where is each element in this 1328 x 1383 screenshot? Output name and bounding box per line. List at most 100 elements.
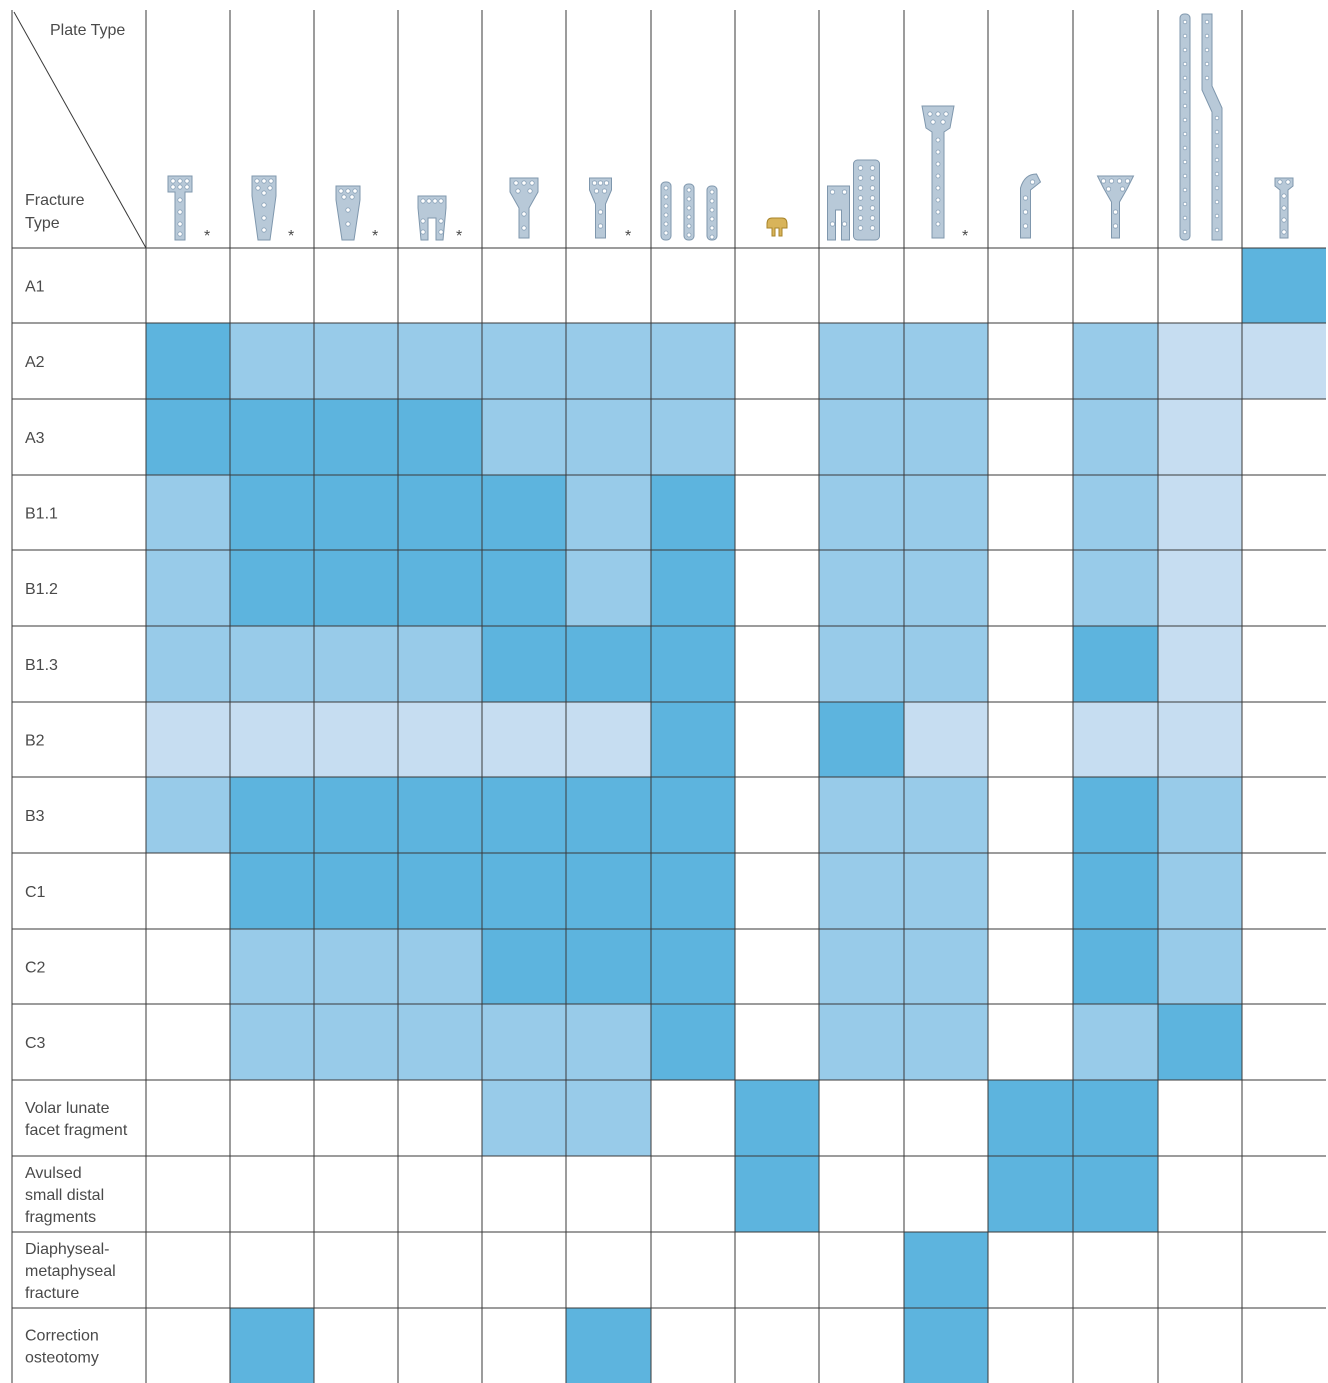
heatmap-cell <box>651 626 735 702</box>
heatmap-cell <box>651 399 735 475</box>
heatmap-cell <box>651 777 735 853</box>
asterisk-mark: * <box>288 228 294 245</box>
heatmap-cell <box>904 777 988 853</box>
heatmap-cell <box>566 702 651 777</box>
heatmap-cell <box>1073 702 1158 777</box>
heatmap-cell <box>988 1080 1073 1156</box>
heatmap-cell <box>1158 777 1242 853</box>
heatmap-cell <box>651 929 735 1004</box>
row-label: fragments <box>25 1209 96 1226</box>
heatmap-cell <box>819 475 904 550</box>
heatmap-cell <box>398 323 482 399</box>
row-label: B2 <box>25 733 45 750</box>
heatmap-cell <box>819 550 904 626</box>
heatmap-cell <box>314 853 398 929</box>
heatmap-cell <box>651 853 735 929</box>
heatmap-cell <box>314 1004 398 1080</box>
heatmap-cell <box>566 550 651 626</box>
t-plate-wide-short-icon <box>335 185 361 241</box>
heatmap-cell <box>314 777 398 853</box>
heatmap-cell <box>230 1308 314 1383</box>
heatmap-cell <box>146 550 230 626</box>
heatmap-cell <box>146 777 230 853</box>
heatmap-cell <box>566 323 651 399</box>
fan-y-plate-icon <box>1096 175 1135 239</box>
heatmap-cell <box>819 702 904 777</box>
plate-icons: * * * * * * <box>167 13 1294 245</box>
heatmap-cell <box>1158 853 1242 929</box>
long-t-plate-icon <box>921 105 955 239</box>
heatmap-cell <box>398 929 482 1004</box>
heatmap-cell <box>566 475 651 550</box>
heatmap-cell <box>651 1004 735 1080</box>
t-plate-wide-icon <box>251 175 277 241</box>
heatmap-cell <box>1073 323 1158 399</box>
heatmap-cell <box>482 399 566 475</box>
heatmap-cell <box>314 550 398 626</box>
heatmap-cells <box>146 248 1326 1383</box>
heatmap-cell <box>314 702 398 777</box>
heatmap-cell <box>1158 1004 1242 1080</box>
heatmap-cell <box>398 702 482 777</box>
heatmap-cell <box>1073 1156 1158 1232</box>
heatmap-cell <box>314 626 398 702</box>
heatmap-cell <box>566 777 651 853</box>
heatmap-cell <box>1073 853 1158 929</box>
heatmap-cell <box>482 702 566 777</box>
heatmap-cell <box>651 323 735 399</box>
row-label: Diaphyseal- <box>25 1241 109 1258</box>
asterisk-mark: * <box>962 228 968 245</box>
heatmap-cell <box>566 1308 651 1383</box>
heatmap-cell <box>230 929 314 1004</box>
heatmap-cell <box>1073 475 1158 550</box>
heatmap-cell <box>1242 323 1326 399</box>
y-plate-small-icon <box>589 177 612 239</box>
row-label: B1.2 <box>25 581 58 598</box>
heatmap-cell <box>904 1308 988 1383</box>
heatmap-cell <box>904 853 988 929</box>
heatmap-cell <box>1242 248 1326 323</box>
heatmap-cell <box>398 777 482 853</box>
heatmap-cell <box>1073 777 1158 853</box>
heatmap-cell <box>1158 550 1242 626</box>
hook-plate-gold-icon <box>766 217 788 237</box>
heatmap-cell <box>1158 475 1242 550</box>
row-label: facet fragment <box>25 1122 128 1139</box>
asterisk-mark: * <box>456 228 462 245</box>
heatmap-cell <box>819 626 904 702</box>
heatmap-cell <box>1073 626 1158 702</box>
row-label: fracture <box>25 1285 79 1302</box>
heatmap-cell <box>146 399 230 475</box>
row-label: A1 <box>25 279 45 296</box>
row-label: A2 <box>25 354 45 371</box>
heatmap-cell <box>904 626 988 702</box>
heatmap-cell <box>482 853 566 929</box>
heatmap-cell <box>1158 702 1242 777</box>
heatmap-cell <box>735 1156 819 1232</box>
heatmap-cell <box>819 323 904 399</box>
heatmap-cell <box>904 1004 988 1080</box>
row-label: Volar lunate <box>25 1100 110 1117</box>
heatmap-cell <box>904 929 988 1004</box>
heatmap-cell <box>230 323 314 399</box>
plate-type-label: Plate Type <box>50 22 125 39</box>
heatmap-cell <box>904 1232 988 1308</box>
heatmap-cell <box>904 323 988 399</box>
heatmap-cell <box>230 475 314 550</box>
grid-lines <box>11 10 1326 1383</box>
table-header: Plate Type Fracture Type <box>25 22 125 232</box>
heatmap-cell <box>230 702 314 777</box>
heatmap-cell <box>904 702 988 777</box>
heatmap-cell <box>819 1004 904 1080</box>
dual-column-plate-icon <box>417 195 447 241</box>
row-label: small distal <box>25 1187 104 1204</box>
y-plate-icon <box>509 177 539 239</box>
heatmap-cell <box>482 323 566 399</box>
heatmap-cell <box>398 626 482 702</box>
long-bridging-plates-icon <box>1179 13 1223 241</box>
heatmap-cell <box>398 475 482 550</box>
heatmap-cell <box>566 1080 651 1156</box>
row-label: metaphyseal <box>25 1263 116 1280</box>
heatmap-cell <box>398 399 482 475</box>
asterisk-mark: * <box>372 228 378 245</box>
